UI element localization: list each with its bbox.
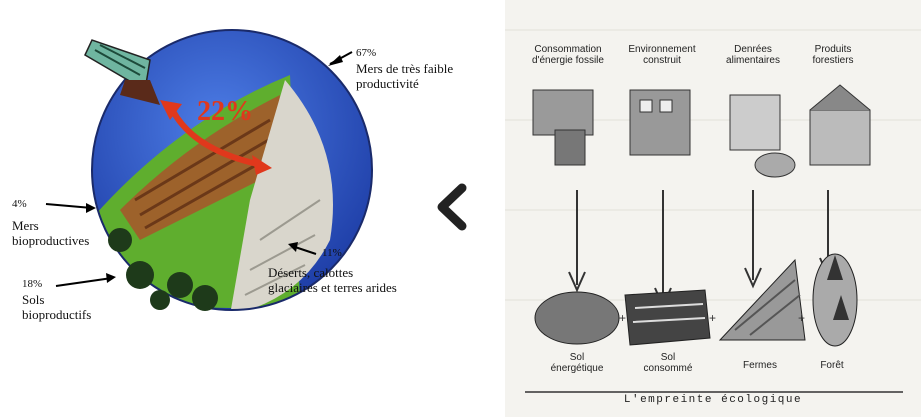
footprint-illustration: + + + [505, 29, 921, 393]
label-pct: 11% [322, 247, 342, 259]
column-header: Denrées alimentaires [726, 44, 780, 66]
sailboat-icon [84, 39, 160, 105]
chevron-left-icon[interactable] [432, 182, 472, 232]
share-double-arrow [167, 103, 263, 168]
column-header: Environnement construit [628, 44, 696, 66]
label-pct: 67% [356, 47, 377, 59]
label-11: 11% Déserts, calottes glaciaires et terr… [268, 246, 397, 295]
footprint-diagram: + + + Consommation d'énergie fossile Env… [505, 0, 921, 417]
label-pct: 18% [22, 278, 43, 290]
farms-sketch [718, 258, 806, 341]
forest-products-sketch [809, 84, 871, 166]
food-sketch [729, 94, 796, 178]
label-text: Mers de très faible productivité [356, 61, 454, 91]
desert-area [230, 80, 333, 310]
label-text: Déserts, calottes glaciaires et terres a… [268, 265, 397, 295]
label-pct: 4% [12, 198, 27, 210]
label-4: 4% Mers bioproductives [12, 197, 89, 248]
consumed-land-sketch [624, 289, 711, 346]
column-footer: Sol énergétique [550, 352, 604, 374]
label-67: 67% Mers de très faible productivité [356, 46, 453, 91]
desert-texture [244, 199, 321, 296]
column-footer: Fermes [743, 360, 777, 371]
label-18: 18% Sols bioproductifs [22, 277, 91, 322]
column-header: Consommation d'énergie fossile [532, 44, 604, 66]
label-text: Mers bioproductives [12, 218, 90, 248]
forest-sketch [812, 253, 858, 347]
svg-text:+: + [798, 311, 805, 325]
fossil-energy-sketch [532, 89, 594, 166]
svg-text:+: + [619, 311, 626, 325]
footprint-caption: L'empreinte écologique [623, 394, 803, 406]
label-text: Sols bioproductifs [22, 292, 92, 322]
trees-icon [108, 228, 218, 311]
fields-stripes [134, 118, 273, 230]
globe-illustration [45, 29, 373, 311]
svg-text:+: + [709, 311, 716, 325]
built-environment-sketch [629, 89, 691, 156]
energy-land-sketch [534, 291, 620, 345]
column-header: Produits forestiers [812, 44, 854, 66]
center-percent: 22% [197, 96, 253, 127]
column-footer: Sol consommé [643, 352, 693, 374]
globe-diagram: 22% 67% Mers de très faible productivité… [12, 29, 453, 322]
column-footer: Forêt [820, 360, 844, 371]
plus-signs: + + + [619, 311, 805, 325]
